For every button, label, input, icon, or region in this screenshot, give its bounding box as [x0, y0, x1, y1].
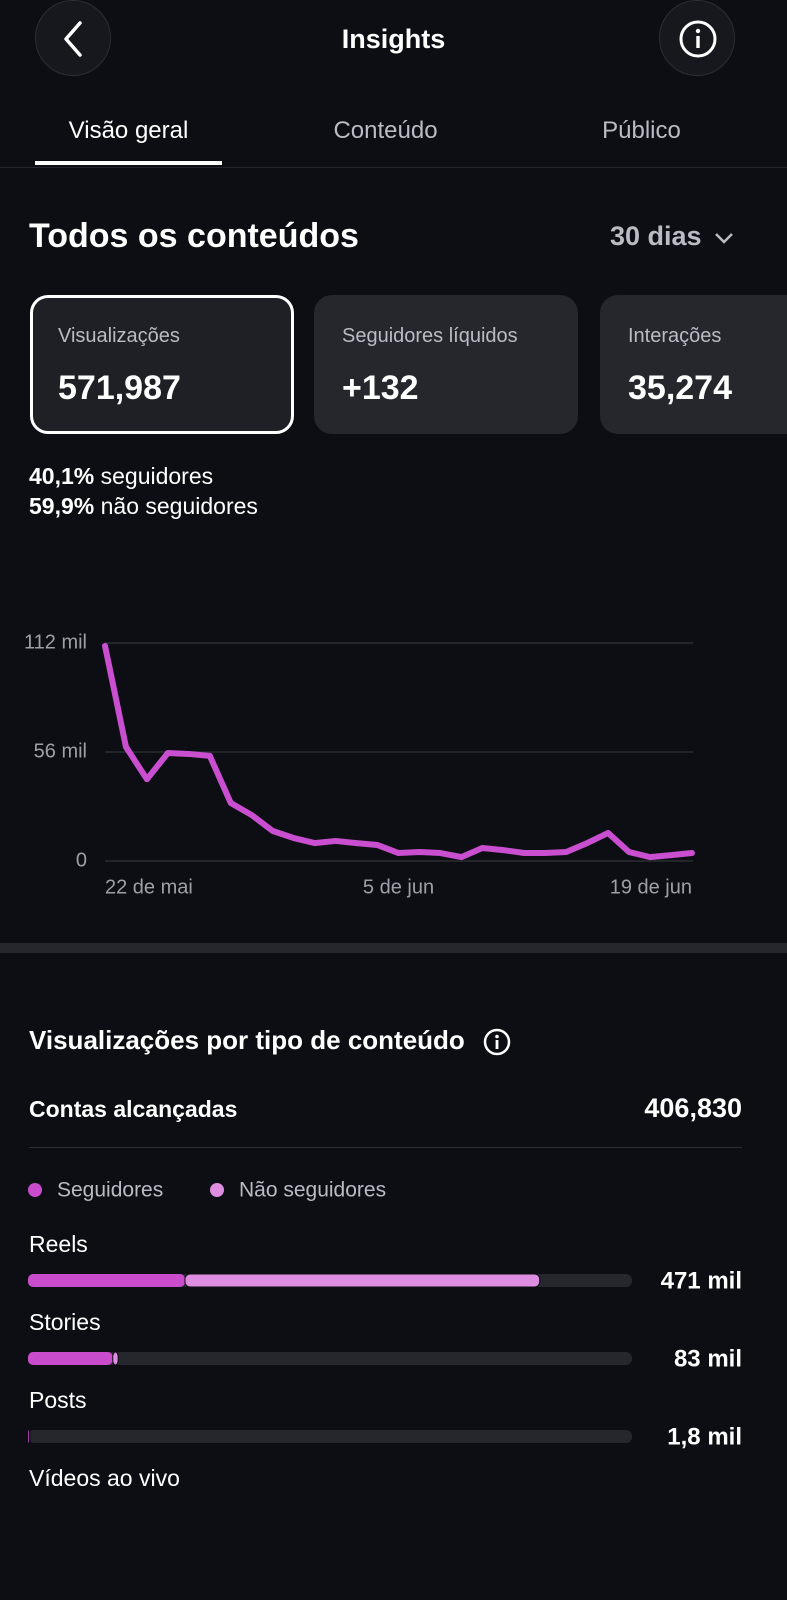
y-tick-label: 0 — [76, 849, 87, 871]
bar-track — [28, 1430, 632, 1443]
section-title: Todos os conteúdos — [29, 217, 359, 255]
bar-chart: Seguidores Não seguidores Reels 471 mil Stor… — [28, 1179, 742, 1491]
split-row: 40,1% seguidores — [29, 463, 213, 490]
tab[interactable]: Visão geral — [68, 117, 189, 144]
reach-label: Contas alcançadas — [29, 1096, 238, 1122]
total-label: 83 mil — [674, 1345, 742, 1372]
split-label: seguidores — [100, 463, 214, 489]
legend-dot — [210, 1183, 224, 1197]
chevron — [715, 232, 733, 244]
period-select[interactable]: 30 dias — [610, 221, 735, 252]
tab-indicator — [35, 161, 222, 165]
info-icon — [679, 20, 717, 58]
metric-value: 35,274 — [628, 369, 732, 407]
line-chart: 0 56 mil 112 mil 22 de mai 5 de jun 19 de jun — [24, 631, 695, 898]
category-label: Posts — [29, 1387, 87, 1413]
metric-card[interactable]: Visualizações 571,987 — [30, 295, 294, 434]
bar-segment — [28, 1429, 31, 1444]
metric-card[interactable]: Interações 35,274 — [600, 295, 787, 434]
metric-label: Seguidores líquidos — [342, 325, 518, 347]
category-label: Reels — [29, 1231, 88, 1257]
divider — [29, 1147, 742, 1148]
breakdown-title-text: Visualizações por tipo de conteúdo — [29, 1025, 465, 1055]
metric-value: +132 — [342, 369, 419, 407]
category-label: Vídeos ao vivo — [29, 1465, 180, 1491]
x-tick-label: 5 de jun — [363, 876, 434, 898]
split-row: 59,9% não seguidores — [29, 493, 258, 520]
back-icon — [64, 21, 82, 57]
bar-segment — [28, 1274, 185, 1287]
line — [102, 642, 695, 861]
info-icon[interactable] — [482, 1027, 512, 1057]
metric-label: Visualizações — [58, 325, 180, 347]
x-tick-label: 22 de mai — [105, 876, 193, 898]
legend-label: Seguidores — [57, 1179, 163, 1202]
split-value: 59,9% — [29, 493, 95, 519]
split-value: 40,1% — [29, 463, 95, 489]
divider — [0, 167, 787, 168]
bar-track — [28, 1352, 632, 1365]
total-label: 471 mil — [661, 1267, 742, 1294]
bar-segment — [184, 1273, 541, 1288]
total-label: 1,8 mil — [667, 1423, 742, 1450]
x-tick-label: 19 de jun — [610, 876, 692, 898]
legend-label: Não seguidores — [239, 1179, 386, 1202]
metric-card[interactable]: Seguidores líquidos +132 — [314, 295, 578, 434]
bar-segment — [112, 1351, 119, 1366]
period-label: 30 dias — [610, 221, 702, 251]
legend-dot — [28, 1183, 42, 1197]
category-label: Stories — [29, 1309, 101, 1335]
metric-label: Interações — [628, 325, 722, 347]
section-band — [0, 943, 787, 953]
y-tick-label: 56 mil — [34, 740, 87, 762]
tab[interactable]: Público — [602, 117, 681, 144]
split-label: não seguidores — [100, 493, 258, 519]
breakdown-title: Visualizações por tipo de conteúdo — [29, 1025, 512, 1057]
page-title: Insights — [341, 24, 446, 54]
info-button[interactable] — [659, 0, 735, 76]
tab[interactable]: Conteúdo — [333, 117, 438, 144]
y-tick-label: 112 mil — [24, 631, 87, 653]
metric-value: 571,987 — [58, 369, 181, 407]
reach-value: 406,830 — [644, 1093, 742, 1123]
bar-segment — [28, 1352, 113, 1365]
back-button[interactable] — [35, 0, 111, 76]
